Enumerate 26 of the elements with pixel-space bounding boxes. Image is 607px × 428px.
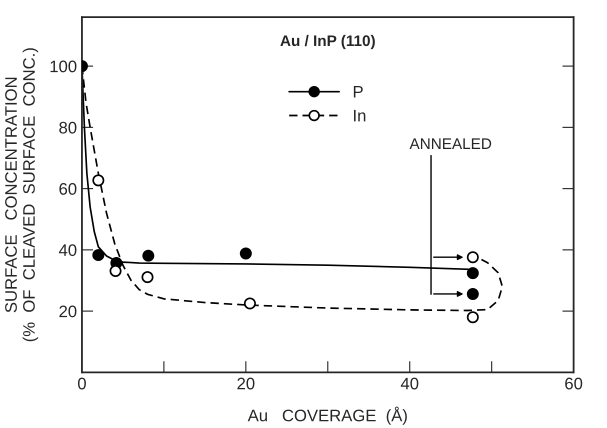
point — [466, 251, 479, 264]
x-axis-title: Au COVERAGE (Å) — [248, 406, 407, 425]
y-tick-label: 100 — [50, 60, 76, 72]
point — [466, 311, 479, 324]
y-tick-label: 40 — [58, 244, 76, 256]
point — [466, 267, 479, 280]
point — [240, 248, 252, 260]
annotation: ANNEALED — [410, 138, 492, 149]
point — [142, 271, 154, 284]
x-tick-label: 0 — [78, 378, 86, 390]
y-axis-title: SURFACE CONCENTRATION (% OF CLEAVED SURFACE CONC.) — [5, 48, 38, 342]
x-tick-label: 60 — [565, 378, 582, 390]
point — [110, 265, 122, 277]
y-tick-label: 20 — [59, 306, 76, 318]
point — [92, 249, 104, 262]
y-tick-label: 60 — [59, 183, 76, 195]
legend-label: In — [354, 110, 366, 122]
x-tick-label: 20 — [237, 378, 254, 390]
y-tick-label: 80 — [59, 122, 76, 134]
point — [142, 250, 154, 262]
point — [466, 288, 479, 300]
text: Au / InP (110) — [280, 34, 375, 50]
point — [244, 297, 256, 310]
point — [92, 174, 104, 186]
x-tick-label: 40 — [400, 378, 418, 390]
legend-label: P — [354, 86, 363, 98]
